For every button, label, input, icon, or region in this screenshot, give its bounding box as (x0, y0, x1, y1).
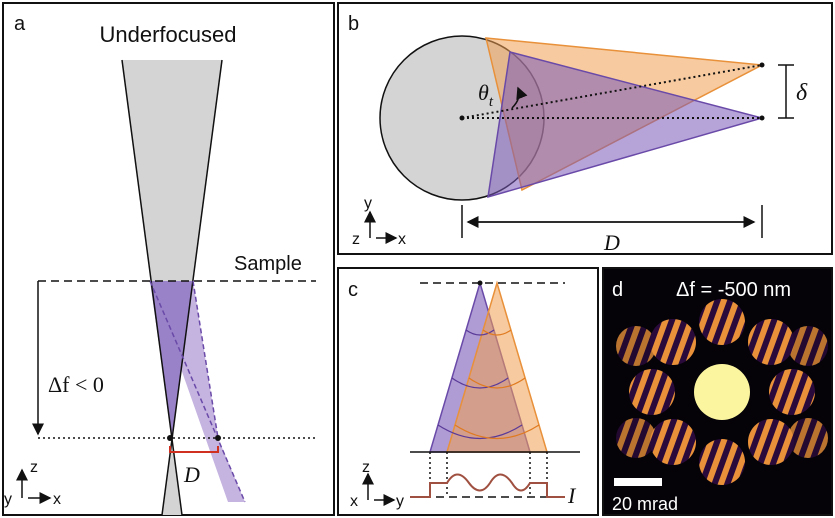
panel-label: b (348, 13, 359, 35)
panel-title: Underfocused (100, 22, 237, 47)
axis-label: z (352, 231, 360, 248)
panel-a: a Underfocused Sample Δf < 0 D z y x (3, 3, 334, 515)
sample-label: Sample (234, 253, 302, 275)
shift-label: δ (796, 80, 808, 106)
diffraction-disk (788, 418, 828, 458)
diffraction-disk (650, 419, 696, 465)
point (478, 281, 483, 286)
axis-label: x (398, 231, 406, 248)
point (760, 63, 765, 68)
figure: a Underfocused Sample Δf < 0 D z y x b θ… (0, 0, 835, 518)
projection-lines (430, 452, 547, 497)
axis-label: z (30, 459, 38, 476)
panel-label: d (612, 279, 623, 301)
defocus-label: Δf = -500 nm (676, 279, 791, 301)
axis-label: y (4, 491, 12, 508)
diffraction-disk (629, 369, 675, 415)
axis-label: z (362, 459, 370, 476)
diffraction-disk (699, 299, 745, 345)
axis-label: x (53, 491, 61, 508)
diffraction-disk (788, 326, 828, 366)
panel-b: b θt δ D y z x (338, 3, 832, 255)
intensity-profile (410, 475, 565, 498)
diffraction-disk (748, 319, 794, 365)
distance-label: D (603, 230, 620, 255)
point (760, 116, 765, 121)
diffraction-disk (650, 319, 696, 365)
diffraction-disk (699, 439, 745, 485)
diffraction-disk (769, 369, 815, 415)
diffraction-disk (748, 419, 794, 465)
diffraction-disk (616, 326, 656, 366)
panel-c: c I z x y (338, 268, 598, 515)
shift-bracket (778, 65, 794, 118)
axis-label: y (396, 493, 404, 510)
diffraction-disk (616, 418, 656, 458)
axis-label: y (364, 195, 372, 212)
point (167, 435, 173, 441)
point (215, 435, 221, 441)
central-disk (694, 364, 750, 420)
point (460, 116, 465, 121)
scale-bar (614, 478, 662, 486)
scale-label: 20 mrad (612, 494, 678, 514)
axis-label: x (350, 493, 358, 510)
panel-label: a (14, 13, 26, 35)
page: a Underfocused Sample Δf < 0 D z y x b θ… (0, 0, 835, 518)
defocus-label: Δf < 0 (48, 372, 104, 397)
distance-label: D (183, 462, 200, 487)
panel-label: c (348, 279, 358, 301)
intensity-label: I (567, 483, 577, 508)
panel-d: d Δf = -500 nm 20 mrad (603, 268, 832, 515)
angle-symbol: θ (478, 80, 489, 105)
beam-cone (162, 437, 182, 515)
